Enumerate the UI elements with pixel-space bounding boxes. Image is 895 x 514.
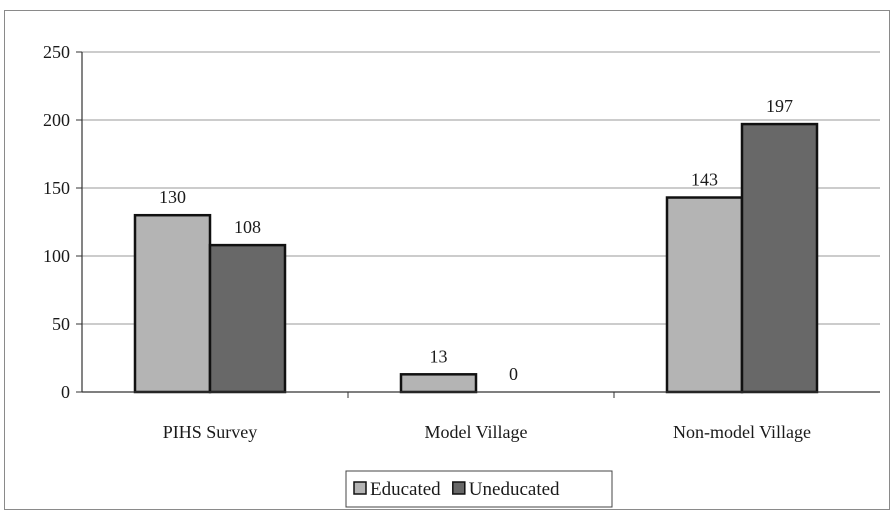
legend-label: Uneducated <box>469 479 560 500</box>
x-axis: PIHS Survey Model Village Non-model Villag… <box>82 391 880 442</box>
y-tick-label: 50 <box>52 314 70 334</box>
legend-swatch <box>452 481 466 495</box>
category-label: PIHS Survey <box>163 422 258 442</box>
y-tick-label: 100 <box>43 246 70 266</box>
bar-educated-1 <box>399 373 478 394</box>
bar-educated-2 <box>665 196 744 394</box>
bar-educated-0 <box>133 213 212 394</box>
data-label: 130 <box>159 187 186 207</box>
data-label: 197 <box>766 96 793 116</box>
y-tick-label: 0 <box>61 382 70 402</box>
legend-label: Educated <box>370 479 441 500</box>
y-tick-label: 200 <box>43 110 70 130</box>
y-axis: 0 50 100 150 200 250 <box>43 42 83 402</box>
legend: Educated Uneducated <box>345 470 613 508</box>
legend-box <box>345 470 613 508</box>
bars <box>133 122 819 394</box>
bar-uneducated-2 <box>740 122 819 394</box>
bar-uneducated-0 <box>208 243 287 394</box>
y-tick-label: 250 <box>43 42 70 62</box>
data-label: 143 <box>691 170 718 190</box>
data-label: 0 <box>509 364 518 384</box>
data-label: 108 <box>234 217 261 237</box>
legend-swatch <box>353 481 367 495</box>
y-tick-label: 150 <box>43 178 70 198</box>
data-label: 13 <box>430 346 448 366</box>
category-label: Non-model Village <box>673 422 811 442</box>
category-label: Model Village <box>424 422 527 442</box>
chart-frame <box>4 10 890 510</box>
